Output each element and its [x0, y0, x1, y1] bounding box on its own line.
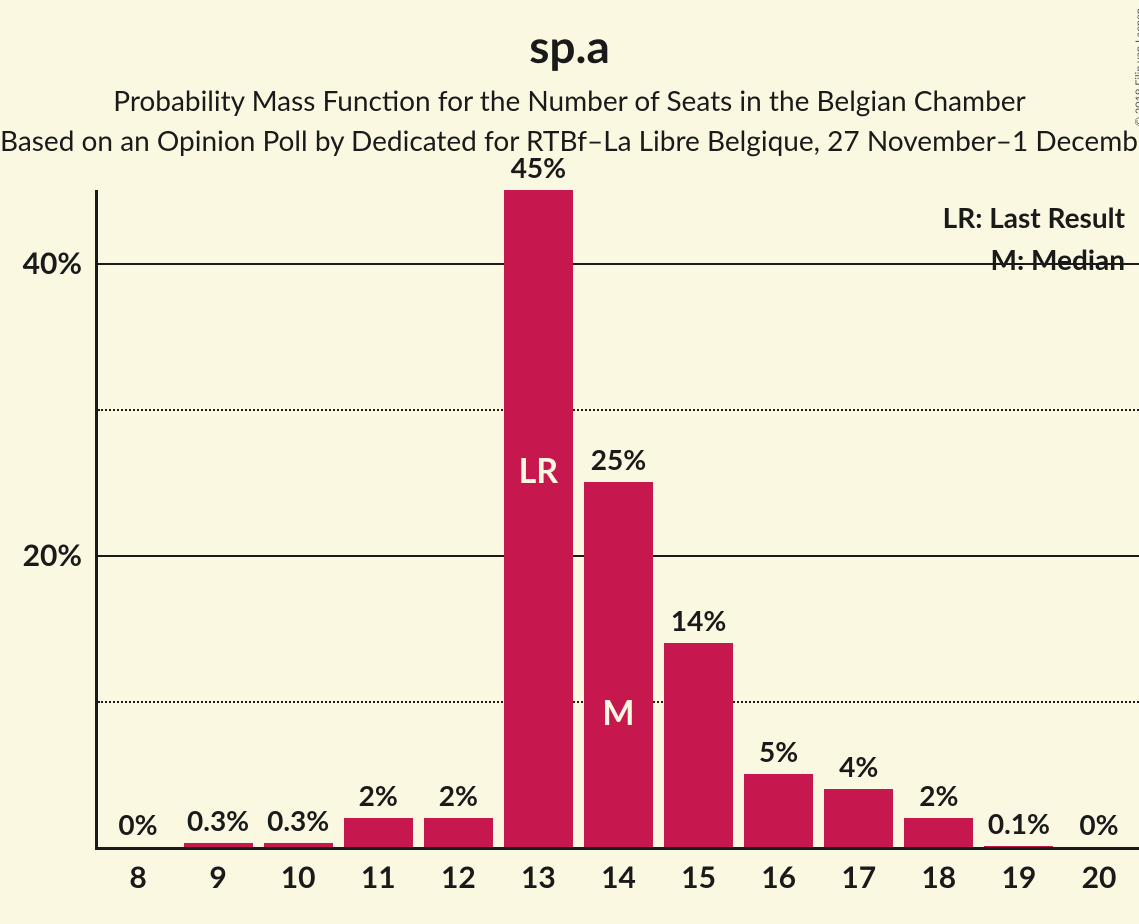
titles-block: sp.a Probability Mass Function for the N… [0, 0, 1139, 157]
bar-value-label: 45% [511, 150, 566, 184]
bar-slot: 14% [659, 190, 739, 847]
bar-slot: 0% [1059, 190, 1139, 847]
bar-value-label: 5% [759, 734, 798, 768]
bar: 4% [824, 789, 893, 847]
x-tick-label: 13 [498, 859, 578, 895]
bar-value-label: 25% [591, 442, 646, 476]
plot-area: LR: Last Result M: Median 40%20% 0%0.3%0… [95, 190, 1139, 850]
chart-title: sp.a [0, 18, 1139, 73]
x-tick-label: 19 [979, 859, 1059, 895]
bar: 25%M [584, 482, 653, 847]
bar-slot: 0.1% [979, 190, 1059, 847]
chart-subtitle-2: Based on an Opinion Poll by Dedicated fo… [0, 123, 1139, 157]
chart-container: © 2019 Filip van Laenen sp.a Probability… [0, 0, 1139, 924]
bar: 2% [424, 818, 493, 847]
bar-slot: 0.3% [178, 190, 258, 847]
x-tick-label: 10 [258, 859, 338, 895]
bar-slot: 45%LR [498, 190, 578, 847]
x-tick-label: 17 [819, 859, 899, 895]
bar: 14% [664, 643, 733, 847]
chart-subtitle-1: Probability Mass Function for the Number… [0, 83, 1139, 117]
bar: 2% [904, 818, 973, 847]
bar-slot: 0.3% [258, 190, 338, 847]
bars-group: 0%0.3%0.3%2%2%45%LR25%M14%5%4%2%0.1%0% [98, 190, 1139, 847]
bar-annotation: M [602, 692, 634, 733]
y-tick-label: 20% [23, 537, 98, 573]
copyright-text: © 2019 Filip van Laenen [1133, 8, 1139, 126]
bar-value-label: 0% [1079, 807, 1118, 841]
bar-slot: 5% [739, 190, 819, 847]
bar-value-label: 0.3% [267, 803, 329, 837]
x-tick-label: 8 [98, 859, 178, 895]
x-tick-label: 18 [899, 859, 979, 895]
bar-slot: 2% [899, 190, 979, 847]
bar: 2% [344, 818, 413, 847]
bar-slot: 4% [819, 190, 899, 847]
bar-value-label: 2% [919, 778, 958, 812]
x-tick-label: 15 [659, 859, 739, 895]
x-tick-label: 16 [739, 859, 819, 895]
x-tick-label: 14 [578, 859, 658, 895]
x-tick-label: 12 [418, 859, 498, 895]
x-tick-label: 11 [338, 859, 418, 895]
bar: 0.1% [984, 846, 1053, 847]
bar: 5% [744, 774, 813, 847]
bar-value-label: 0.1% [988, 806, 1050, 840]
bar: 0.3% [184, 843, 253, 847]
bar-slot: 2% [418, 190, 498, 847]
x-axis-labels: 891011121314151617181920 [98, 859, 1139, 895]
bar-value-label: 14% [671, 603, 726, 637]
bar-annotation: LR [519, 450, 559, 491]
bar-value-label: 2% [359, 778, 398, 812]
bar-value-label: 2% [439, 778, 478, 812]
x-tick-label: 9 [178, 859, 258, 895]
x-tick-label: 20 [1059, 859, 1139, 895]
bar-value-label: 0.3% [187, 803, 249, 837]
y-tick-label: 40% [23, 245, 98, 281]
bar-slot: 25% M [578, 190, 658, 847]
bar-value-label: 0% [118, 807, 157, 841]
bar-slot: 0% [98, 190, 178, 847]
bar: 0.3% [264, 843, 333, 847]
bar-slot: 2% [338, 190, 418, 847]
bar: 45%LR [504, 190, 573, 847]
bar-value-label: 4% [839, 749, 878, 783]
